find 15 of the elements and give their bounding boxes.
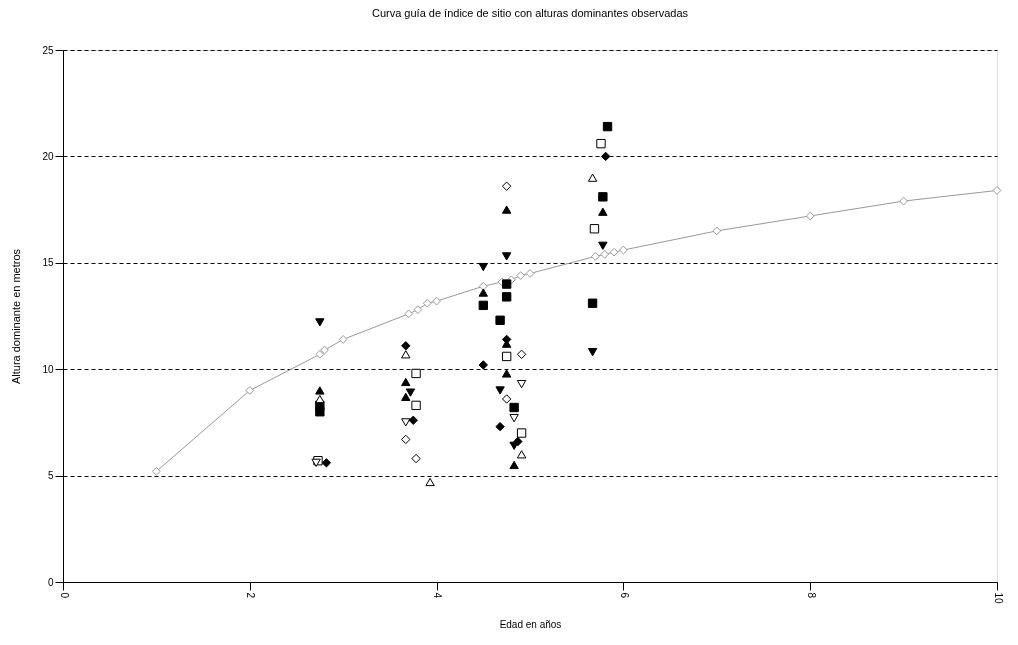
x-axis-title: Edad en años	[499, 618, 562, 630]
x-tick-label: 10	[992, 592, 1004, 605]
y-tick-label: 10	[42, 363, 54, 375]
y-tick-label: 5	[47, 470, 54, 482]
y-tick-label: 0	[47, 576, 54, 588]
x-tick-label: 0	[58, 592, 70, 599]
x-tick-label: 8	[805, 592, 817, 599]
y-tick-label: 20	[42, 150, 54, 162]
y-axis-title: Altura dominante en metros	[10, 248, 23, 385]
y-tick-label: 25	[42, 44, 54, 56]
x-tick-label: 4	[432, 592, 444, 599]
y-tick-label: 15	[42, 257, 54, 269]
x-tick-label: 6	[618, 592, 630, 599]
x-tick-label: 2	[245, 592, 257, 599]
chart-title: Curva guía de índice de sitio con alturas dominantes observadas	[371, 7, 689, 19]
